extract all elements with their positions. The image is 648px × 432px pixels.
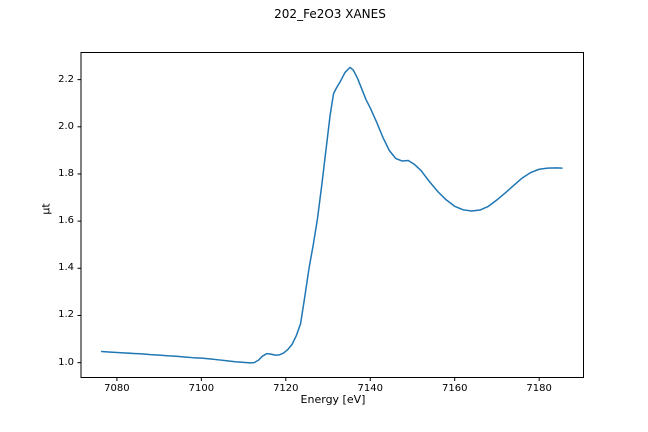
x-tick-label: 7160 (441, 382, 468, 394)
y-tick-label: 1.2 (58, 309, 74, 321)
y-tick-label: 1.6 (58, 215, 74, 227)
x-tick-label: 7140 (357, 382, 383, 394)
y-tick-label: 1.8 (58, 167, 74, 179)
x-tick-label: 7100 (188, 382, 215, 394)
y-tick-label: 1.4 (58, 262, 74, 274)
x-tick-label: 7120 (273, 382, 299, 394)
chart-title: 202_Fe2O3 XANES (274, 7, 386, 21)
y-tick-label: 2.2 (58, 73, 74, 85)
y-tick-label: 2.0 (58, 120, 74, 132)
axes-frame (80, 52, 584, 378)
spectrum-line (100, 66, 563, 364)
x-tick-label: 7080 (104, 382, 130, 394)
x-axis-label: Energy [eV] (300, 393, 366, 406)
y-axis-label: μt (39, 203, 53, 215)
x-tick-label: 7180 (526, 382, 552, 394)
y-tick-label: 1.0 (58, 356, 74, 368)
